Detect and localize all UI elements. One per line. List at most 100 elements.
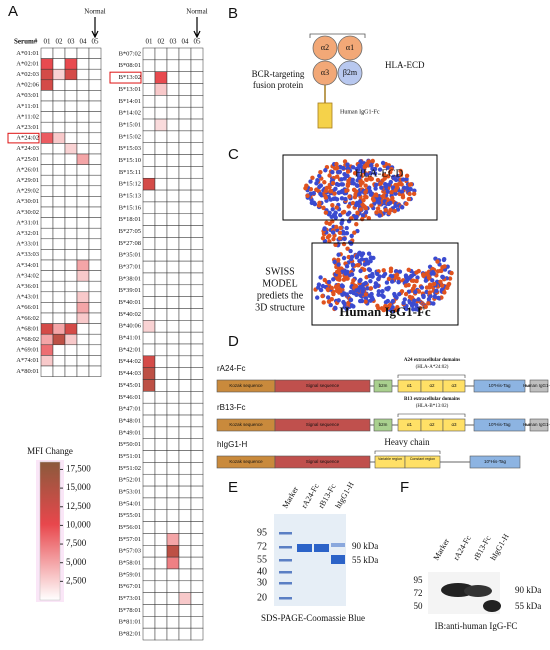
atom xyxy=(414,302,419,308)
heatmap-cell xyxy=(40,312,54,324)
heatmap-cell xyxy=(76,259,90,271)
atom xyxy=(432,294,438,299)
allele-label: A*24:02 xyxy=(16,135,39,142)
heatmap-cell xyxy=(178,154,192,167)
heatmap-cell xyxy=(166,237,180,250)
heatmap-cell xyxy=(166,71,180,84)
heatmap-cell xyxy=(190,616,204,629)
atom xyxy=(375,206,381,211)
fusion-label: fusion protein xyxy=(253,80,304,90)
atom xyxy=(376,292,381,297)
atom xyxy=(358,207,364,212)
atom xyxy=(308,179,313,184)
segment xyxy=(442,418,466,432)
heatmap-cell xyxy=(142,154,156,167)
atom xyxy=(358,268,363,274)
atom xyxy=(406,267,411,273)
heatmap-cell xyxy=(166,83,180,96)
heatmap-cell xyxy=(52,291,66,303)
heatmap-cell xyxy=(88,79,102,91)
heatmap-cell xyxy=(88,270,102,282)
panel-letter: B xyxy=(228,5,238,22)
heatmap-cell xyxy=(190,47,204,61)
heatmap-cell xyxy=(178,473,192,487)
heatmap-cell xyxy=(154,497,168,511)
atom xyxy=(430,278,435,283)
atom xyxy=(348,297,353,303)
allele-label: B*37:01 xyxy=(119,264,141,271)
heatmap-cell xyxy=(190,545,204,558)
heatmap-cell xyxy=(154,473,168,487)
heatmap-cell xyxy=(88,355,102,367)
allele-label: B*15:13 xyxy=(119,192,141,199)
atom xyxy=(392,208,397,214)
heatmap-cell xyxy=(142,213,156,226)
atom xyxy=(370,274,375,279)
box xyxy=(311,242,459,326)
atom xyxy=(363,292,369,297)
atom xyxy=(423,278,429,283)
heatmap-cell xyxy=(178,201,192,215)
atom xyxy=(368,278,373,284)
heatmap-cell xyxy=(190,71,204,84)
heatmap-cell xyxy=(76,344,90,356)
heatmap-cell xyxy=(154,627,168,641)
heatmap-cell xyxy=(64,291,78,303)
atom xyxy=(342,231,347,236)
heatmap-cell xyxy=(64,90,78,102)
heatmap-cell xyxy=(52,280,66,293)
atom xyxy=(375,283,380,288)
heatmap-cell xyxy=(52,227,66,240)
heatmap-cell xyxy=(178,568,192,582)
heatmap-cell xyxy=(166,556,180,570)
heatmap-cell xyxy=(142,47,156,61)
band xyxy=(483,600,501,612)
heatmap-cell xyxy=(154,47,168,61)
heatmap-cell xyxy=(178,533,192,546)
allele-label: B*41:01 xyxy=(119,335,141,342)
heatmap-cell xyxy=(88,291,102,303)
heatmap-cell xyxy=(154,545,168,558)
heatmap-cell xyxy=(178,379,192,392)
atom xyxy=(406,289,412,294)
atom xyxy=(388,266,394,271)
heatmap-cell xyxy=(64,302,78,314)
atom xyxy=(352,171,358,176)
segment-label: Human IgG1-Fc xyxy=(523,383,550,388)
atom xyxy=(377,196,382,201)
atom xyxy=(344,292,350,297)
atom xyxy=(447,276,453,281)
heatmap-cell xyxy=(142,438,156,451)
heatmap-cell xyxy=(40,355,54,367)
domain-label: α2 xyxy=(321,43,329,52)
atom xyxy=(350,262,356,267)
heatmap-cell xyxy=(52,164,66,176)
heatmap-cell xyxy=(154,580,168,593)
heatmap-cell xyxy=(178,450,192,463)
heatmap-cell xyxy=(52,111,66,123)
normal-arrow xyxy=(91,17,99,39)
heatmap-cell xyxy=(76,280,90,293)
heatmap-cell xyxy=(190,118,204,132)
atom xyxy=(345,162,350,167)
atom xyxy=(368,286,374,291)
atom xyxy=(363,163,368,168)
atom xyxy=(369,203,374,208)
heatmap-cell xyxy=(40,227,54,240)
band xyxy=(464,585,492,597)
heatmap-cell xyxy=(40,68,54,81)
band-label: 55 kDa xyxy=(515,601,541,611)
allele-label: B*51:01 xyxy=(119,453,141,460)
fc-domain xyxy=(317,102,333,129)
segment-label: α1 xyxy=(407,422,413,427)
heatmap-cell xyxy=(40,143,54,155)
segment-label: Signal sequence xyxy=(306,383,340,388)
allele-label: B*45:01 xyxy=(119,382,141,389)
atom xyxy=(320,283,326,289)
atom xyxy=(345,173,350,179)
segment xyxy=(529,379,549,393)
heatmap-cell xyxy=(154,154,168,167)
atom xyxy=(389,167,394,172)
heatmap-cell xyxy=(76,100,90,112)
atom xyxy=(348,248,353,254)
